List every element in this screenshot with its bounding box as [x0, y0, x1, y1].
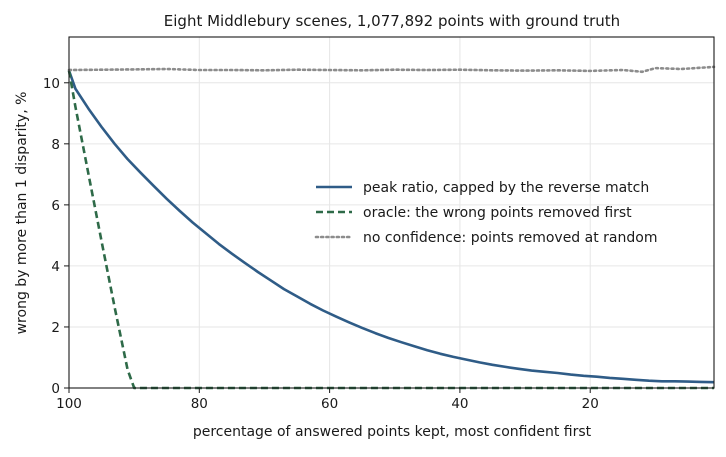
chart-title: Eight Middlebury scenes, 1,077,892 point…	[164, 12, 620, 30]
legend: peak ratio, capped by the reverse match o…	[314, 180, 657, 246]
axes	[64, 36, 715, 393]
x-tick-label: 60	[321, 396, 338, 412]
x-tick-label: 20	[582, 396, 599, 412]
y-tick-label: 8	[51, 137, 60, 153]
series-line-1	[67, 70, 715, 384]
x-tick-label: 100	[56, 396, 82, 412]
legend-label-3: no confidence: points removed at random	[363, 230, 657, 246]
x-tick-label: 80	[191, 396, 208, 412]
legend-label-2: oracle: the wrong points removed first	[363, 205, 632, 221]
plot-frame	[68, 36, 715, 389]
series-lines	[67, 65, 716, 390]
y-tick-label: 0	[51, 381, 60, 397]
y-tick-label: 10	[43, 76, 60, 92]
legend-label-1: peak ratio, capped by the reverse match	[363, 180, 649, 196]
y-tick-label: 6	[51, 198, 60, 214]
y-tick-label: 4	[51, 259, 60, 275]
tick-labels: 100 80 60 40 20 0 2 4 6 8 10	[43, 76, 599, 412]
series-line-3	[67, 65, 716, 74]
x-axis-label: percentage of answered points kept, most…	[193, 424, 592, 440]
x-tick-label: 40	[451, 396, 468, 412]
y-axis-label: wrong by more than 1 disparity, %	[14, 92, 30, 335]
y-tick-label: 2	[51, 320, 60, 336]
